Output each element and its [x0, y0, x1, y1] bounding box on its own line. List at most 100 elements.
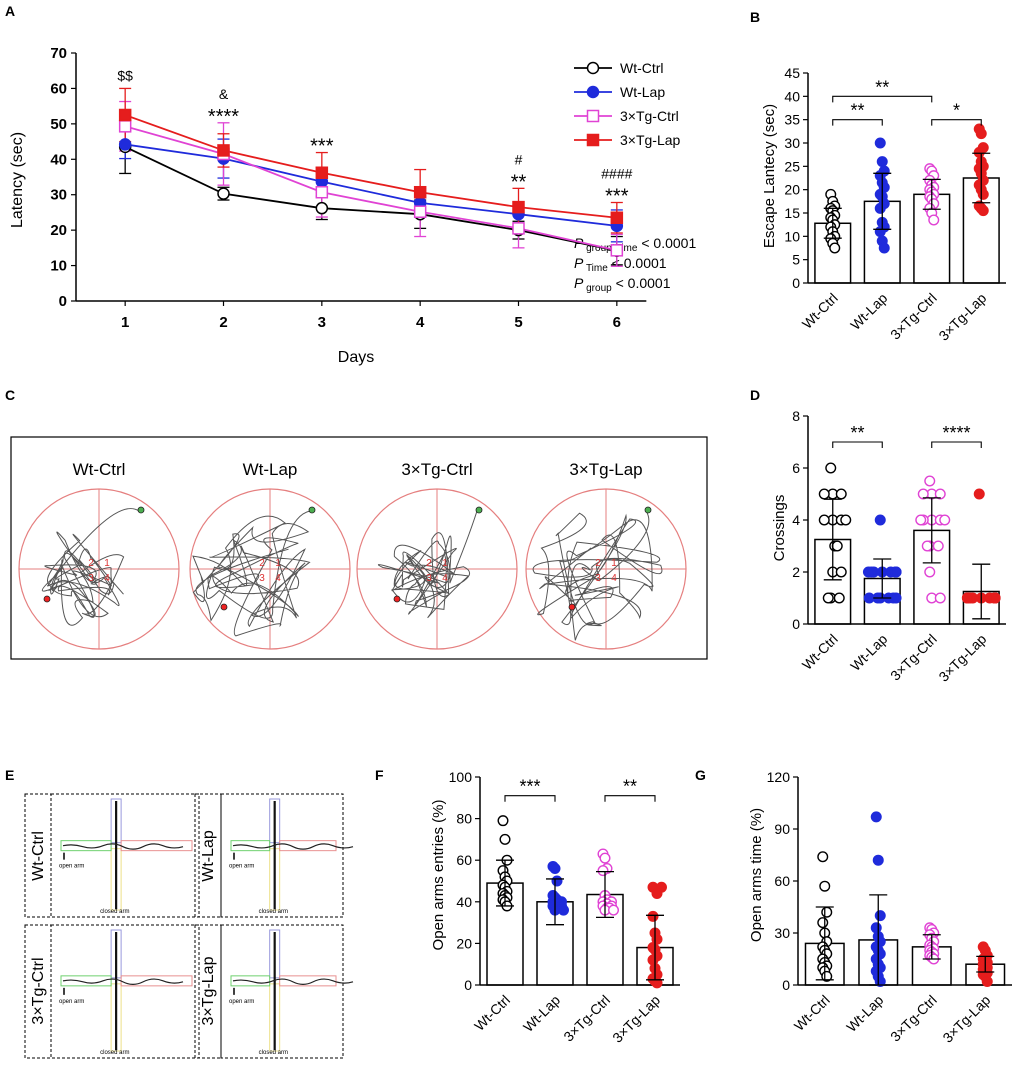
y-axis-title: Open arms time (%) — [748, 808, 765, 942]
quadrant-label: 2 — [88, 558, 94, 569]
significance-label: **** — [942, 423, 970, 443]
swim-path — [532, 510, 663, 641]
data-point — [890, 592, 902, 604]
data-point — [939, 514, 951, 526]
quadrant-label: 3 — [426, 573, 432, 584]
trajectory-title: Wt-Lap — [243, 460, 298, 479]
data-point — [497, 815, 509, 827]
x-tick-label: 3×Tg-Lap — [935, 631, 989, 685]
panel-label-b: B — [750, 9, 760, 25]
closed-arm-label: closed arm — [259, 1050, 288, 1056]
x-tick-label: Wt-Ctrl — [799, 631, 841, 673]
x-tick-label: 3×Tg-Lap — [939, 992, 993, 1046]
start-point — [644, 506, 652, 514]
data-point — [821, 906, 833, 918]
data-point — [597, 865, 609, 877]
quadrant-label: 4 — [275, 573, 281, 584]
significance-annotation: # — [515, 151, 523, 167]
data-point — [890, 566, 902, 578]
y-tick-label: 30 — [784, 135, 800, 151]
y-tick-label: 30 — [774, 925, 790, 941]
data-point — [217, 187, 230, 200]
open-arm-right — [279, 840, 337, 852]
data-point — [924, 475, 936, 487]
y-tick-label: 100 — [449, 769, 473, 785]
y-axis-title: Crossings — [771, 495, 788, 562]
trajectory-title: 3×Tg-Lap — [569, 460, 642, 479]
end-point — [393, 595, 401, 603]
trajectory-title: 3×Tg-Ctrl — [401, 460, 472, 479]
x-tick-label: 3×Tg-Ctrl — [560, 992, 613, 1045]
legend-marker — [586, 85, 600, 99]
data-point — [973, 146, 985, 158]
y-tick-label: 120 — [767, 769, 791, 785]
x-tick-label: 3×Tg-Ctrl — [887, 290, 940, 343]
legend-label: Wt-Ctrl — [620, 60, 664, 76]
data-point — [315, 166, 329, 179]
open-arm-left — [60, 840, 112, 852]
y-tick-label: 10 — [784, 228, 800, 244]
legend-marker — [586, 133, 600, 147]
y-tick-label: 40 — [456, 894, 472, 910]
track-horizontal — [232, 843, 354, 850]
data-point — [825, 462, 837, 474]
x-tick-label: 3×Tg-Ctrl — [887, 631, 940, 684]
maze-box — [50, 924, 200, 1059]
y-tick-label: 25 — [784, 158, 800, 174]
legend-marker — [586, 109, 600, 123]
significance-annotation: #### — [601, 166, 632, 182]
data-point — [835, 566, 847, 578]
quadrant-label: 1 — [275, 558, 281, 569]
y-tick-label: 50 — [50, 116, 67, 133]
data-point — [551, 875, 563, 887]
quadrant-label: 2 — [426, 558, 432, 569]
group-label: Wt-Lap — [200, 830, 217, 882]
x-axis-title: Days — [338, 349, 374, 366]
quadrant-label: 2 — [259, 558, 265, 569]
label-box — [194, 793, 222, 918]
y-tick-label: 10 — [50, 258, 67, 275]
x-tick-label: 6 — [613, 314, 621, 331]
x-tick-label: 1 — [121, 314, 129, 331]
y-tick-label: 60 — [456, 852, 472, 868]
data-point — [981, 976, 993, 988]
data-point — [835, 488, 847, 500]
quadrant-label: 3 — [595, 573, 601, 584]
y-tick-label: 90 — [774, 821, 790, 837]
maze-box — [220, 924, 344, 1059]
y-tick-label: 80 — [456, 811, 472, 827]
quadrant-label: 3 — [88, 573, 94, 584]
data-point — [924, 566, 936, 578]
data-point — [874, 137, 886, 149]
start-point — [137, 506, 145, 514]
open-arms-entries-bar-chart: Open arms entries (%) 0 20 40 60 80 100 Wt-Ctr… — [430, 769, 680, 1046]
significance-label: ** — [850, 423, 864, 443]
data-point — [822, 592, 834, 604]
data-point — [874, 514, 886, 526]
y-tick-label: 0 — [792, 275, 800, 291]
data-point — [610, 211, 624, 224]
data-point — [817, 917, 829, 929]
stats-line: P group < 0.0001 — [574, 275, 671, 294]
y-tick-label: 8 — [792, 408, 800, 424]
open-arm-label: open arm — [229, 999, 254, 1005]
panel-label-a: A — [5, 3, 15, 19]
x-tick-label: 3×Tg-Lap — [935, 290, 989, 344]
start-point — [308, 506, 316, 514]
end-point — [43, 595, 51, 603]
quadrant-label: 4 — [104, 573, 110, 584]
data-point — [874, 226, 886, 238]
quadrant-label: 1 — [611, 558, 617, 569]
significance-bracket — [504, 795, 556, 802]
group-label: Wt-Ctrl — [30, 831, 47, 881]
y-tick-label: 0 — [792, 616, 800, 632]
group-label: 3×Tg-Ctrl — [30, 957, 47, 1024]
data-point — [819, 880, 831, 892]
legend-label: 3×Tg-Lap — [620, 132, 681, 148]
data-point — [874, 910, 886, 922]
track-horizontal — [62, 978, 184, 985]
y-tick-label: 15 — [784, 205, 800, 221]
series-line — [125, 143, 617, 227]
stats-line: P Time < 0.0001 — [574, 255, 667, 274]
